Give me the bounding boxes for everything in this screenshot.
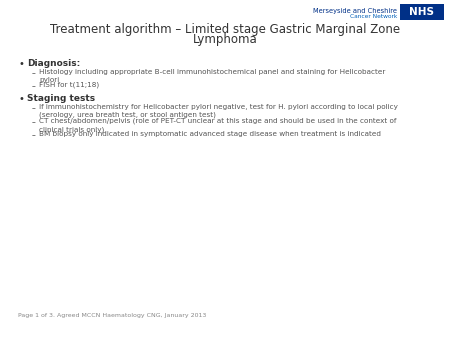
Text: –: –: [32, 104, 36, 113]
Text: Cancer Network: Cancer Network: [350, 15, 397, 20]
Text: FISH for t(11;18): FISH for t(11;18): [39, 82, 99, 89]
Text: BM biopsy only indicated in symptomatic advanced stage disease when treatment is: BM biopsy only indicated in symptomatic …: [39, 131, 381, 137]
Text: Treatment algorithm – Limited stage Gastric Marginal Zone: Treatment algorithm – Limited stage Gast…: [50, 24, 400, 37]
Text: Staging tests: Staging tests: [27, 94, 95, 103]
Text: –: –: [32, 82, 36, 91]
Text: If immunohistochemistry for Helicobacter pylori negative, test for H. pylori acc: If immunohistochemistry for Helicobacter…: [39, 104, 398, 119]
Text: Diagnosis:: Diagnosis:: [27, 59, 80, 68]
Text: Page 1 of 3. Agreed MCCN Haematology CNG, January 2013: Page 1 of 3. Agreed MCCN Haematology CNG…: [18, 313, 207, 318]
Text: CT chest/abdomen/pelvis (role of PET-CT unclear at this stage and should be used: CT chest/abdomen/pelvis (role of PET-CT …: [39, 118, 396, 133]
Text: NHS: NHS: [410, 7, 435, 17]
Text: •: •: [18, 59, 24, 69]
Text: Histology including appropriate B-cell immunohistochemical panel and staining fo: Histology including appropriate B-cell i…: [39, 69, 385, 83]
FancyBboxPatch shape: [400, 4, 444, 20]
Text: Lymphoma: Lymphoma: [193, 33, 257, 47]
Text: Merseyside and Cheshire: Merseyside and Cheshire: [313, 8, 397, 14]
Text: –: –: [32, 118, 36, 127]
Text: –: –: [32, 131, 36, 140]
Text: –: –: [32, 69, 36, 78]
Text: •: •: [18, 94, 24, 104]
